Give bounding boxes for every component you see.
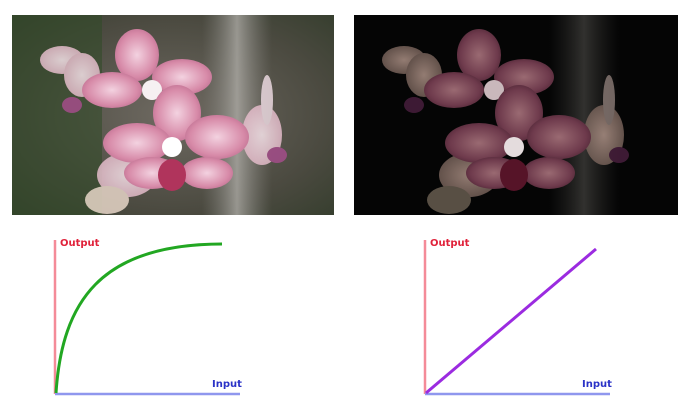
input-axis-label: Input <box>582 379 612 390</box>
input-axis-label: Input <box>212 379 242 390</box>
curve-graph-linear: Output Input <box>410 232 630 402</box>
output-axis-label: Output <box>430 238 470 249</box>
tone-curve <box>425 247 597 395</box>
tone-curve <box>54 242 223 394</box>
orchid-photo-original <box>12 15 334 215</box>
output-axis-label: Output <box>60 238 100 249</box>
orchid-photo-darkened <box>354 15 678 215</box>
curve-graph-concave: Output Input <box>40 232 260 402</box>
